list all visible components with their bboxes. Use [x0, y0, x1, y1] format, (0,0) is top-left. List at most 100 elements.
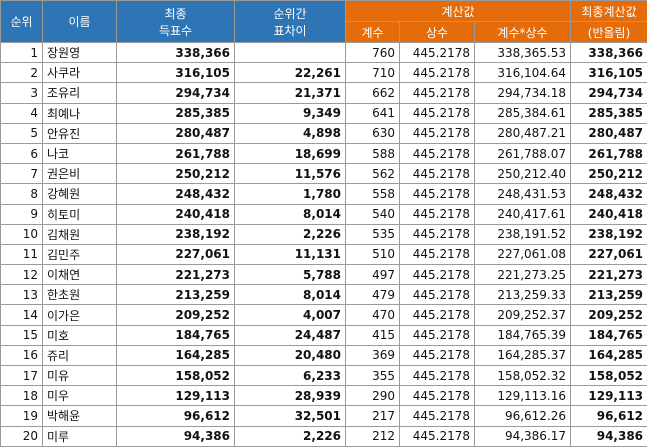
table-row: 8 강혜원 248,432 1,780 558 445.2178 248,431.53 248… [0, 183, 647, 205]
final-votes-cell: 129,113 [116, 385, 235, 407]
rank-cell: 11 [0, 243, 43, 266]
table-row: 20 미루 94,386 2,226 212 445.2178 94,386.17 94,38… [0, 425, 647, 447]
rank-cell: 17 [0, 364, 43, 387]
const-cell: 445.2178 [399, 324, 475, 346]
final-calc-cell: 285,385 [570, 102, 647, 124]
product-cell: 158,052.32 [473, 364, 572, 387]
product-cell: 248,431.53 [473, 183, 572, 205]
header-final-votes-line2: 득표수 [158, 23, 193, 38]
product-cell: 294,734.18 [473, 82, 572, 104]
table-row: 15 미호 184,765 24,487 415 445.2178 184,765.39 18… [0, 324, 647, 346]
product-cell: 221,273.25 [473, 264, 572, 286]
final-calc-cell: 129,113 [570, 385, 647, 407]
final-votes-cell: 213,259 [116, 284, 235, 306]
coef-cell: 562 [345, 163, 400, 185]
table-row: 5 안유진 280,487 4,898 630 445.2178 280,487.21 280… [0, 122, 647, 144]
header-final-votes-line1: 최종 [164, 6, 187, 21]
const-cell: 445.2178 [399, 304, 475, 326]
name-cell: 김채원 [42, 223, 117, 245]
header-name: 이름 [42, 0, 117, 43]
rank-gap-cell: 21,371 [234, 82, 346, 104]
product-cell: 316,104.64 [473, 62, 572, 84]
product-cell: 96,612.26 [473, 405, 572, 427]
name-cell: 나코 [42, 142, 117, 165]
final-calc-cell: 221,273 [570, 264, 647, 286]
rank-cell: 1 [0, 41, 43, 64]
coef-cell: 710 [345, 62, 400, 84]
header-final-calc: 최종계산값 [570, 0, 647, 22]
rank-gap-cell: 2,226 [234, 425, 346, 447]
table-row: 2 사쿠라 316,105 22,261 710 445.2178 316,104.64 31… [0, 62, 647, 84]
final-calc-cell: 94,386 [570, 425, 647, 447]
final-votes-cell: 294,734 [116, 82, 235, 104]
coef-cell: 217 [345, 405, 400, 427]
const-cell: 445.2178 [399, 425, 475, 447]
coef-cell: 641 [345, 102, 400, 124]
product-cell: 209,252.37 [473, 304, 572, 326]
table-row: 18 미우 129,113 28,939 290 445.2178 129,113.16 12… [0, 385, 647, 407]
final-votes-cell: 221,273 [116, 264, 235, 286]
rank-gap-cell: 20,480 [234, 344, 346, 367]
final-calc-cell: 316,105 [570, 62, 647, 84]
product-cell: 285,384.61 [473, 102, 572, 124]
final-votes-cell: 209,252 [116, 304, 235, 326]
const-cell: 445.2178 [399, 264, 475, 286]
final-votes-cell: 94,386 [116, 425, 235, 447]
coef-cell: 369 [345, 344, 400, 367]
rank-gap-cell: 5,788 [234, 264, 346, 286]
header-final-calc-rounding: (반올림) [570, 21, 647, 43]
final-votes-cell: 250,212 [116, 163, 235, 185]
rank-gap-cell: 1,780 [234, 183, 346, 205]
name-cell: 이가은 [42, 304, 117, 326]
const-cell: 445.2178 [399, 82, 475, 104]
product-cell: 164,285.37 [473, 344, 572, 367]
rank-gap-cell: 11,131 [234, 243, 346, 266]
name-cell: 히토미 [42, 203, 117, 225]
final-votes-cell: 338,366 [116, 41, 235, 64]
product-cell: 250,212.40 [473, 163, 572, 185]
table-row: 10 김채원 238,192 2,226 535 445.2178 238,191.52 23… [0, 223, 647, 245]
const-cell: 445.2178 [399, 284, 475, 306]
rank-cell: 15 [0, 324, 43, 346]
coef-cell: 497 [345, 264, 400, 286]
coef-cell: 415 [345, 324, 400, 346]
coef-cell: 630 [345, 122, 400, 144]
rank-cell: 6 [0, 142, 43, 165]
header-rank: 순위 [0, 0, 43, 43]
rank-gap-cell: 9,349 [234, 102, 346, 124]
product-cell: 240,417.61 [473, 203, 572, 225]
rank-cell: 4 [0, 102, 43, 124]
product-cell: 129,113.16 [473, 385, 572, 407]
final-votes-cell: 238,192 [116, 223, 235, 245]
final-calc-cell: 227,061 [570, 243, 647, 266]
final-calc-cell: 238,192 [570, 223, 647, 245]
name-cell: 쥬리 [42, 344, 117, 367]
final-votes-cell: 240,418 [116, 203, 235, 225]
rank-cell: 8 [0, 183, 43, 205]
table-row: 14 이가은 209,252 4,007 470 445.2178 209,252.37 20… [0, 304, 647, 326]
name-cell: 박해윤 [42, 405, 117, 427]
const-cell: 445.2178 [399, 405, 475, 427]
final-votes-cell: 261,788 [116, 142, 235, 165]
table-row: 4 최예나 285,385 9,349 641 445.2178 285,384.61 285… [0, 102, 647, 124]
const-cell: 445.2178 [399, 364, 475, 387]
const-cell: 445.2178 [399, 41, 475, 64]
rank-gap-cell [234, 41, 346, 64]
const-cell: 445.2178 [399, 203, 475, 225]
table-row: 17 미유 158,052 6,233 355 445.2178 158,052.32 158… [0, 364, 647, 387]
coef-cell: 355 [345, 364, 400, 387]
rank-cell: 7 [0, 163, 43, 185]
name-cell: 강혜원 [42, 183, 117, 205]
name-cell: 김민주 [42, 243, 117, 266]
coef-cell: 470 [345, 304, 400, 326]
table-row: 9 히토미 240,418 8,014 540 445.2178 240,417.61 240… [0, 203, 647, 225]
header-rank-gap: 순위간 표차이 [234, 0, 346, 43]
name-cell: 미우 [42, 385, 117, 407]
final-calc-cell: 164,285 [570, 344, 647, 367]
final-calc-cell: 213,259 [570, 284, 647, 306]
name-cell: 사쿠라 [42, 62, 117, 84]
table-row: 11 김민주 227,061 11,131 510 445.2178 227,061.08 2… [0, 243, 647, 266]
rank-gap-cell: 24,487 [234, 324, 346, 346]
product-cell: 227,061.08 [473, 243, 572, 266]
